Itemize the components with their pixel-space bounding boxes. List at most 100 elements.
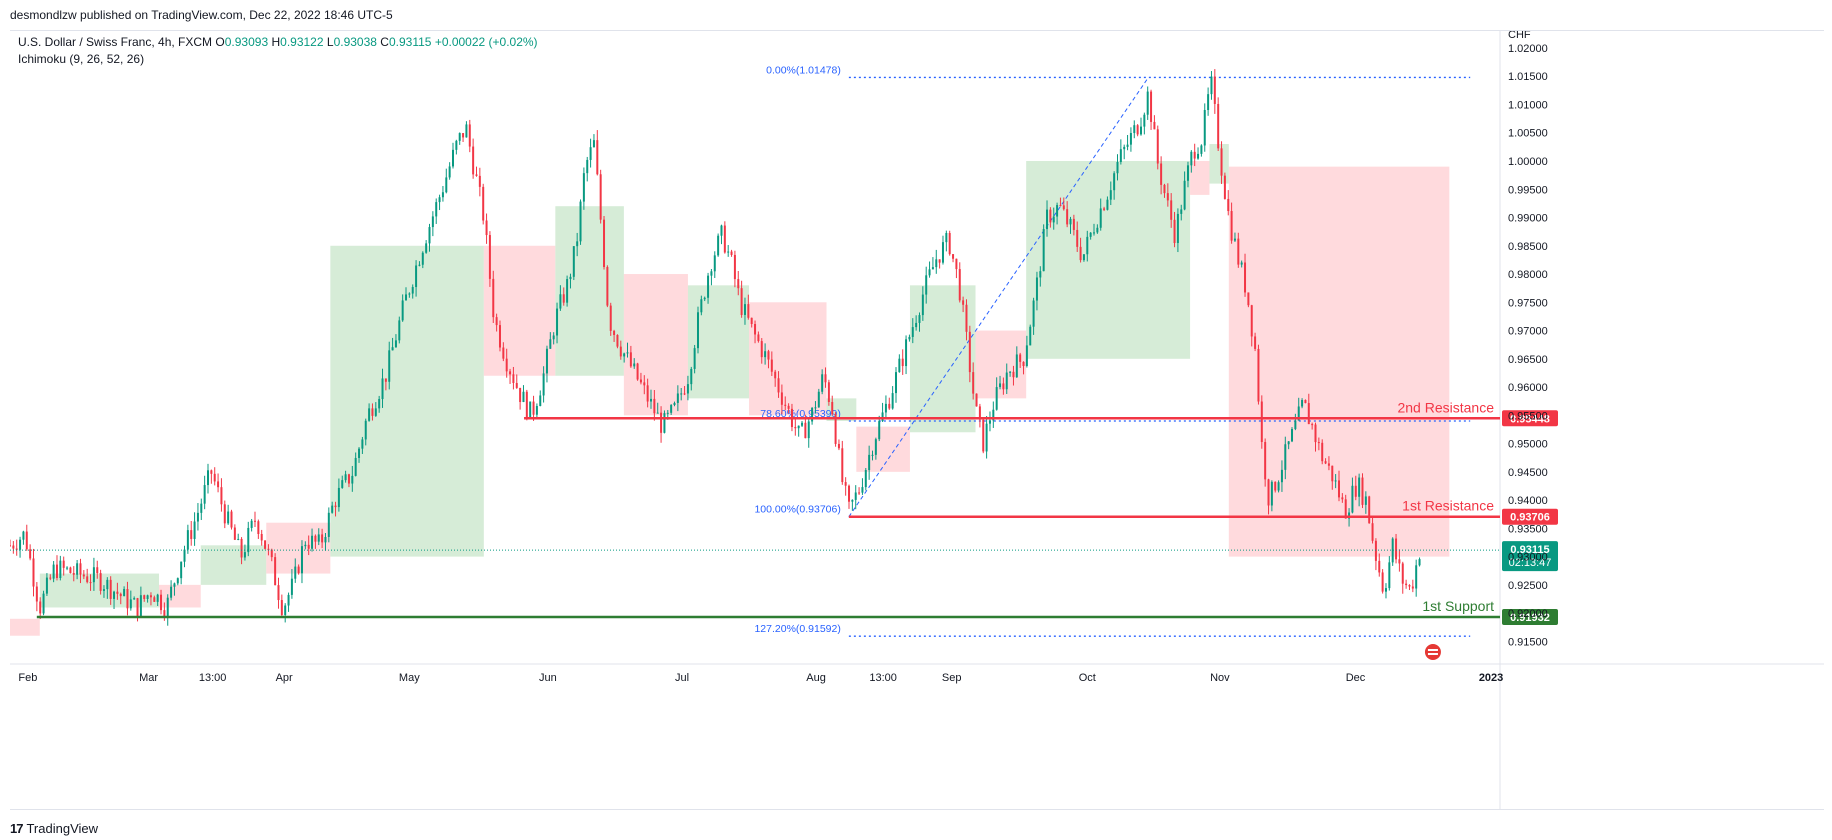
candle-body	[1371, 523, 1374, 541]
candle-body	[737, 279, 740, 289]
candle-body	[1217, 103, 1220, 149]
candle-body	[1005, 372, 1008, 390]
tradingview-logo-icon: 17	[10, 821, 24, 836]
candle-body	[579, 201, 582, 242]
candle-body	[384, 378, 387, 382]
candle-body	[19, 539, 22, 550]
candle-body	[626, 352, 629, 354]
ichimoku-cloud-bull-7	[555, 206, 624, 376]
candle-body	[1076, 229, 1079, 247]
candle-body	[592, 140, 595, 148]
candle-body	[15, 548, 18, 550]
y-tick-label: 0.98000	[1508, 269, 1548, 281]
candle-body	[405, 294, 408, 301]
candle-body	[1012, 371, 1015, 378]
candle-body	[801, 422, 804, 426]
indicator-legend[interactable]: Ichimoku (9, 26, 52, 26)	[18, 52, 145, 66]
candle-body	[257, 521, 260, 535]
candle-body	[586, 159, 589, 174]
candle-body	[230, 511, 233, 528]
candle-body	[1123, 146, 1126, 150]
y-tick-label: 1.02000	[1508, 43, 1548, 55]
candle-body	[1408, 585, 1411, 587]
candle-body	[1103, 208, 1106, 210]
candle-body	[1297, 406, 1300, 421]
candle-body	[1049, 209, 1052, 223]
candle-body	[250, 520, 253, 528]
ichimoku-cloud-bull-17	[1209, 144, 1229, 184]
candle-body	[1317, 442, 1320, 444]
candle-body	[1136, 125, 1139, 135]
candle-body	[794, 426, 797, 429]
candle-body	[941, 242, 944, 263]
y-tick-label: 1.01000	[1508, 99, 1548, 111]
candle-body	[1109, 190, 1112, 200]
candle-body	[542, 373, 545, 396]
candle-body	[609, 305, 612, 331]
y-tick-label: 0.93500	[1508, 523, 1548, 535]
candle-body	[180, 561, 183, 579]
candle-body	[354, 457, 357, 476]
candle-body	[938, 259, 941, 263]
candle-body	[901, 358, 904, 367]
candle-body	[408, 293, 411, 295]
candle-body	[1247, 292, 1250, 306]
candle-body	[844, 482, 847, 486]
candle-body	[1287, 441, 1290, 445]
candle-body	[468, 124, 471, 147]
candle-body	[603, 219, 606, 267]
x-tick-label: May	[399, 672, 420, 684]
candle-body	[113, 591, 116, 599]
candle-body	[1337, 480, 1340, 498]
candle-body	[290, 578, 293, 595]
candle-body	[462, 133, 465, 138]
candle-body	[378, 399, 381, 409]
candle-body	[1170, 200, 1173, 220]
candle-body	[596, 140, 599, 175]
candle-body	[163, 610, 166, 617]
candle-body	[525, 391, 528, 418]
price-chart[interactable]: 0.00%(1.01478)78.60%(0.95399)100.00%(0.9…	[10, 31, 1824, 809]
candle-body	[861, 487, 864, 493]
candle-body	[817, 391, 820, 408]
low-value: 0.93038	[333, 35, 377, 49]
candle-body	[589, 147, 592, 160]
published-header: desmondlzw published on TradingView.com,…	[10, 8, 393, 22]
candle-body	[891, 393, 894, 409]
chart-area[interactable]: 0.00%(1.01478) 78.60%(0.95399) 100.00%(0.9…	[10, 30, 1824, 810]
candle-body	[492, 278, 495, 318]
candle-body	[613, 330, 616, 335]
candle-body	[12, 545, 15, 549]
candle-body	[441, 192, 444, 198]
candle-body	[881, 412, 884, 422]
candle-body	[549, 339, 552, 349]
candle-body	[811, 407, 814, 422]
candle-body	[435, 202, 438, 217]
candle-body	[203, 485, 206, 504]
candle-body	[129, 599, 132, 609]
candle-body	[1388, 562, 1391, 589]
y-tick-label: 0.92500	[1508, 580, 1548, 592]
candle-body	[411, 287, 414, 294]
candle-body	[1257, 348, 1260, 402]
candle-body	[1079, 246, 1082, 261]
x-tick-label: Dec	[1346, 672, 1366, 684]
candle-body	[858, 492, 861, 494]
x-tick-label: 2023	[1479, 672, 1503, 684]
candle-body	[552, 335, 555, 340]
candle-body	[1227, 198, 1230, 212]
low-label: L	[326, 35, 334, 49]
candle-body	[559, 294, 562, 309]
candle-body	[888, 403, 891, 409]
x-tick-label: Apr	[276, 672, 293, 684]
candle-body	[294, 566, 297, 579]
candle-body	[1378, 560, 1381, 573]
candle-body	[240, 538, 243, 558]
candle-body	[1089, 232, 1092, 237]
ichimoku-cloud-bear-2	[159, 584, 201, 608]
candle-body	[834, 414, 837, 444]
candle-body	[1035, 277, 1038, 301]
candle-body	[1180, 209, 1183, 214]
candle-body	[361, 439, 364, 449]
candle-body	[686, 384, 689, 394]
